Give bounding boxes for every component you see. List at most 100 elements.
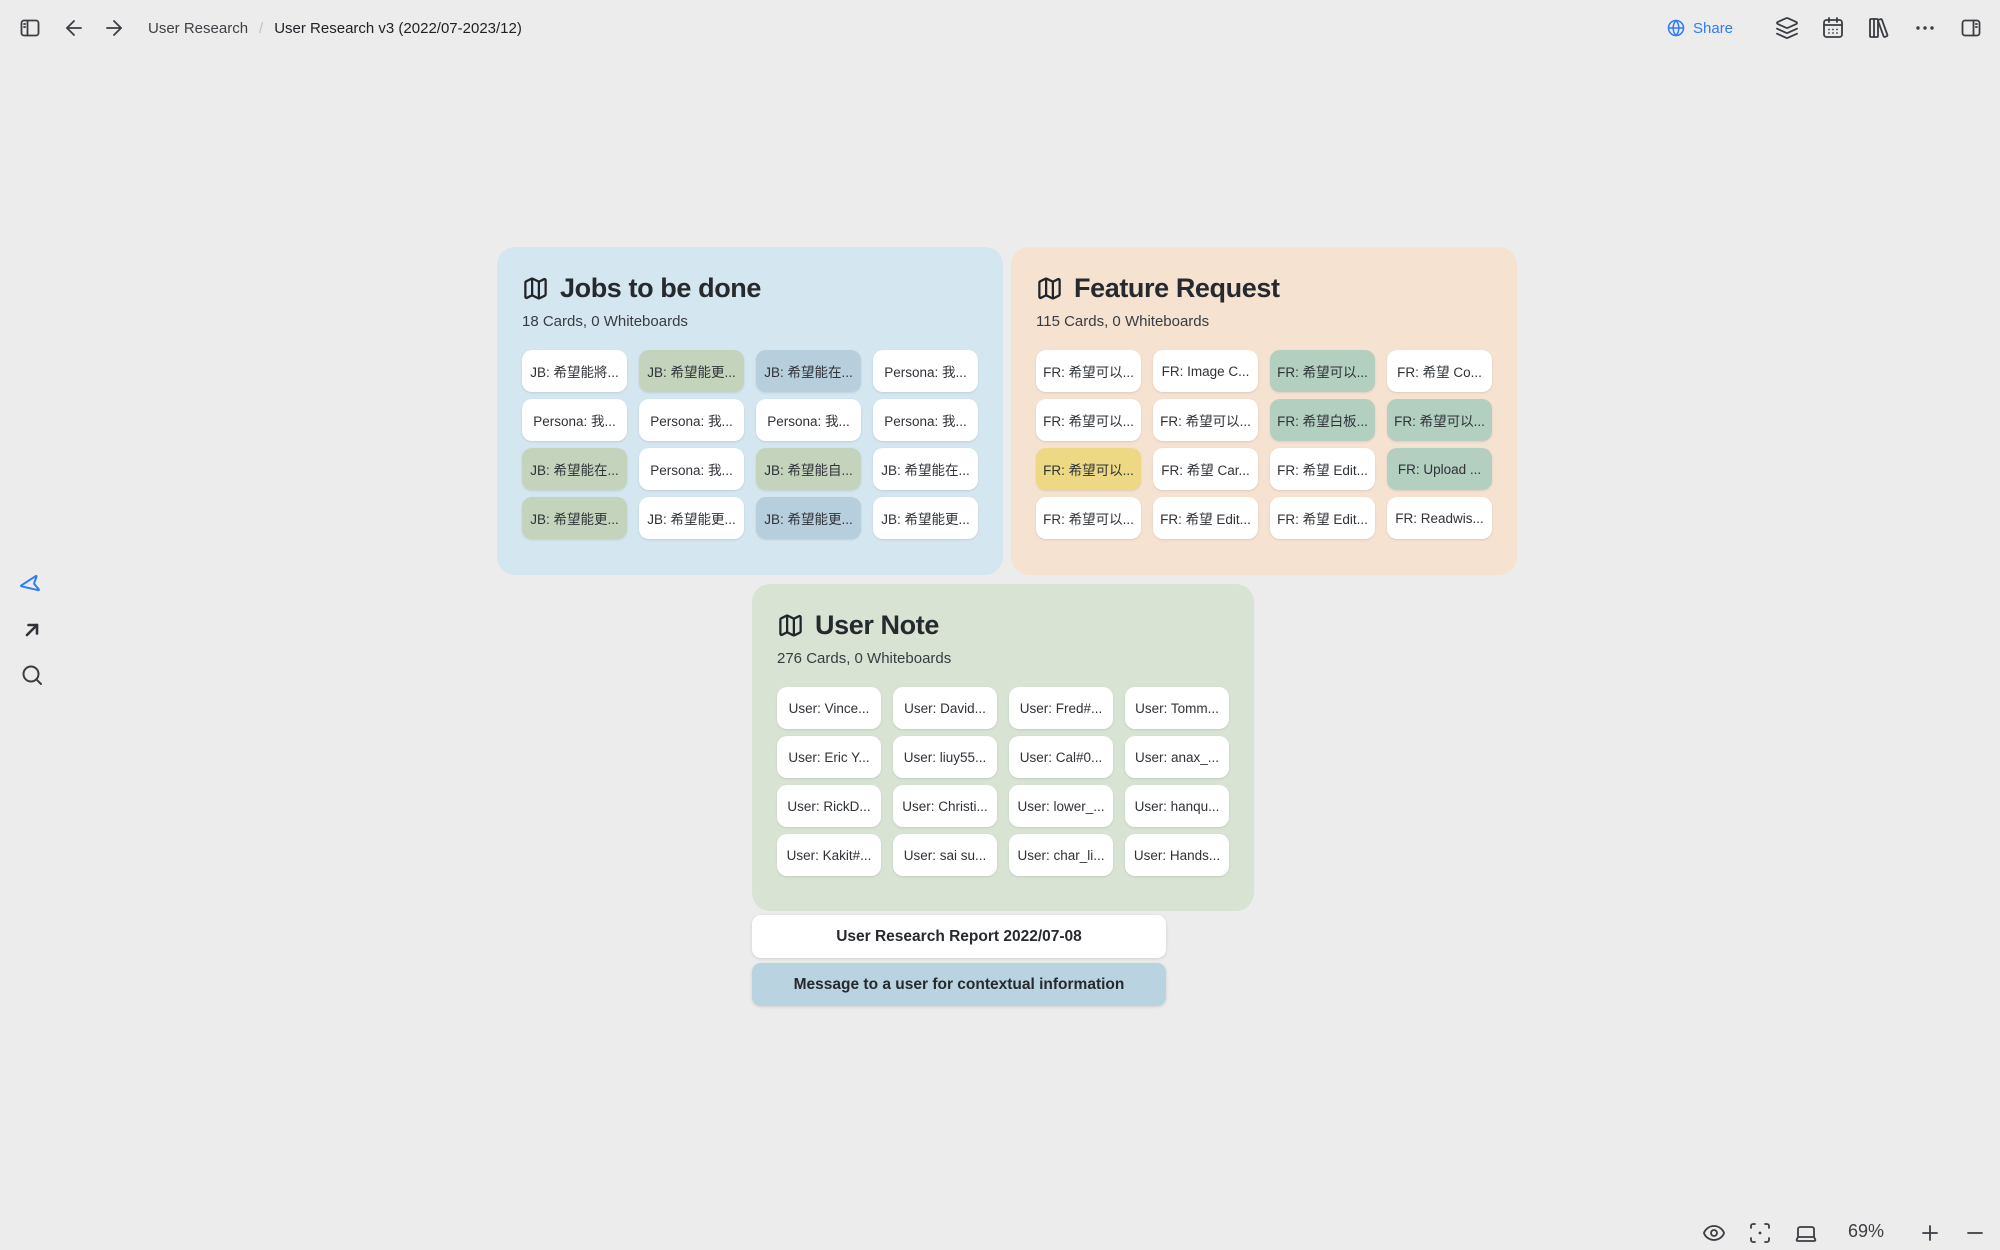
mini-card[interactable]: FR: 希望可以... — [1036, 399, 1141, 441]
mini-card[interactable]: User: sai su... — [893, 834, 997, 876]
sidebar-left-icon — [20, 19, 40, 37]
mini-card[interactable]: JB: 希望能更... — [522, 497, 627, 539]
arrow-left-icon — [66, 20, 82, 36]
mini-card[interactable]: User: lower_... — [1009, 785, 1113, 827]
mini-card[interactable]: User: Fred#... — [1009, 687, 1113, 729]
mini-card[interactable]: JB: 希望能在... — [522, 448, 627, 490]
group-header: Feature Request — [1036, 273, 1492, 304]
display-mode-button[interactable] — [1792, 1219, 1820, 1247]
mini-card[interactable]: Persona: 我... — [522, 399, 627, 441]
calendar-icon — [1823, 17, 1843, 38]
topbar: User Research / User Research v3 (2022/0… — [0, 0, 2000, 56]
mini-card[interactable]: FR: 希望白板... — [1270, 399, 1375, 441]
plus-icon — [1922, 1225, 1938, 1241]
card-message-to-user[interactable]: Message to a user for contextual informa… — [752, 963, 1166, 1006]
mini-card[interactable]: FR: Upload ... — [1387, 448, 1492, 490]
mini-card[interactable]: JB: 希望能更... — [873, 497, 978, 539]
mini-card[interactable]: FR: 希望可以... — [1270, 350, 1375, 392]
mini-card[interactable]: FR: 希望 Edit... — [1270, 448, 1375, 490]
mini-card[interactable]: JB: 希望能將... — [522, 350, 627, 392]
mini-card[interactable]: FR: 希望可以... — [1153, 399, 1258, 441]
mini-card[interactable]: Persona: 我... — [639, 399, 744, 441]
mini-card[interactable]: User: Christi... — [893, 785, 997, 827]
mini-card[interactable]: FR: 希望可以... — [1036, 350, 1141, 392]
mini-card[interactable]: User: liuy55... — [893, 736, 997, 778]
mini-card[interactable]: User: Tomm... — [1125, 687, 1229, 729]
mini-card[interactable]: Persona: 我... — [639, 448, 744, 490]
forward-button[interactable] — [100, 14, 128, 42]
map-icon — [524, 277, 547, 300]
mini-card[interactable]: FR: 希望 Car... — [1153, 448, 1258, 490]
mini-card[interactable]: User: Vince... — [777, 687, 881, 729]
mini-card[interactable]: User: Cal#0... — [1009, 736, 1113, 778]
presentation-eye-button[interactable] — [1700, 1219, 1728, 1247]
mini-card[interactable]: Persona: 我... — [873, 350, 978, 392]
mini-card[interactable]: JB: 希望能更... — [756, 497, 861, 539]
zoom-in-button[interactable] — [1916, 1219, 1944, 1247]
group-title: Jobs to be done — [560, 273, 762, 303]
mini-card[interactable]: User: Eric Y... — [777, 736, 881, 778]
focus-icon — [1750, 1223, 1770, 1243]
group-meta: 276 Cards, 0 Whiteboards — [777, 650, 952, 667]
group-meta: 115 Cards, 0 Whiteboards — [1036, 313, 1210, 330]
mini-card[interactable]: JB: 希望能在... — [873, 448, 978, 490]
mini-card[interactable]: User: David... — [893, 687, 997, 729]
calendar-button[interactable] — [1819, 14, 1847, 42]
search-tool-button[interactable] — [19, 662, 45, 688]
arrow-tool-button[interactable] — [19, 617, 45, 643]
mini-card[interactable]: JB: 希望能更... — [639, 350, 744, 392]
group-feature-request[interactable]: Feature Request 115 Cards, 0 Whiteboards… — [1011, 247, 1517, 575]
right-sidebar-toggle-button[interactable] — [1957, 14, 1985, 42]
laptop-icon — [1795, 1226, 1817, 1242]
group-title: User Note — [815, 610, 939, 640]
back-button[interactable] — [60, 14, 88, 42]
group-meta: 18 Cards, 0 Whiteboards — [522, 313, 688, 330]
select-tool-button[interactable] — [19, 571, 45, 597]
mini-card[interactable]: Persona: 我... — [756, 399, 861, 441]
group-header: Jobs to be done — [522, 273, 978, 304]
more-options-button[interactable] — [1911, 14, 1939, 42]
breadcrumb-root[interactable]: User Research — [148, 19, 249, 37]
minus-icon — [1967, 1232, 1983, 1234]
card-grid: User: Vince... User: David... User: Fred#.… — [777, 687, 1229, 876]
group-user-note[interactable]: User Note 276 Cards, 0 Whiteboards User:… — [752, 584, 1254, 911]
eye-icon — [1703, 1225, 1725, 1241]
card-user-research-report[interactable]: User Research Report 2022/07-08 — [752, 915, 1166, 958]
mini-card[interactable]: User: anax_... — [1125, 736, 1229, 778]
globe-icon — [1667, 19, 1685, 37]
mini-card[interactable]: FR: 希望可以... — [1036, 497, 1141, 539]
mini-card[interactable]: User: RickD... — [777, 785, 881, 827]
group-jobs-to-be-done[interactable]: Jobs to be done 18 Cards, 0 Whiteboards … — [497, 247, 1003, 575]
mini-card[interactable]: FR: Readwis... — [1387, 497, 1492, 539]
card-grid: FR: 希望可以... FR: Image C... FR: 希望可以... FR: … — [1036, 350, 1492, 539]
mini-card[interactable]: JB: 希望能更... — [639, 497, 744, 539]
breadcrumb: User Research / User Research v3 (2022/0… — [148, 0, 522, 56]
layers-button[interactable] — [1773, 14, 1801, 42]
card-library-icon — [1869, 18, 1889, 38]
share-button[interactable]: Share — [1666, 14, 1733, 42]
mini-card[interactable]: Persona: 我... — [873, 399, 978, 441]
zoom-to-fit-button[interactable] — [1746, 1219, 1774, 1247]
collapse-sidebar-button[interactable] — [16, 14, 44, 42]
zoom-out-button[interactable] — [1961, 1219, 1989, 1247]
mini-card[interactable]: FR: 希望 Edit... — [1270, 497, 1375, 539]
mini-card[interactable]: JB: 希望能在... — [756, 350, 861, 392]
breadcrumb-separator: / — [259, 19, 264, 37]
mini-card[interactable]: User: char_li... — [1009, 834, 1113, 876]
group-title: Feature Request — [1074, 273, 1280, 303]
card-library-button[interactable] — [1865, 14, 1893, 42]
mini-card[interactable]: User: Kakit#... — [777, 834, 881, 876]
mini-card[interactable]: User: Hands... — [1125, 834, 1229, 876]
mini-card[interactable]: FR: 希望可以... — [1036, 448, 1141, 490]
mini-card[interactable]: FR: Image C... — [1153, 350, 1258, 392]
mini-card[interactable]: JB: 希望能自... — [756, 448, 861, 490]
zoom-level-indicator[interactable]: 69% — [1847, 1221, 1885, 1241]
arrow-right-icon — [106, 20, 122, 36]
mini-card[interactable]: FR: 希望可以... — [1387, 399, 1492, 441]
mini-card[interactable]: FR: 希望 Co... — [1387, 350, 1492, 392]
mini-card[interactable]: User: hanqu... — [1125, 785, 1229, 827]
mini-card[interactable]: FR: 希望 Edit... — [1153, 497, 1258, 539]
ellipsis-icon — [1916, 26, 1934, 30]
share-label: Share — [1693, 19, 1734, 37]
